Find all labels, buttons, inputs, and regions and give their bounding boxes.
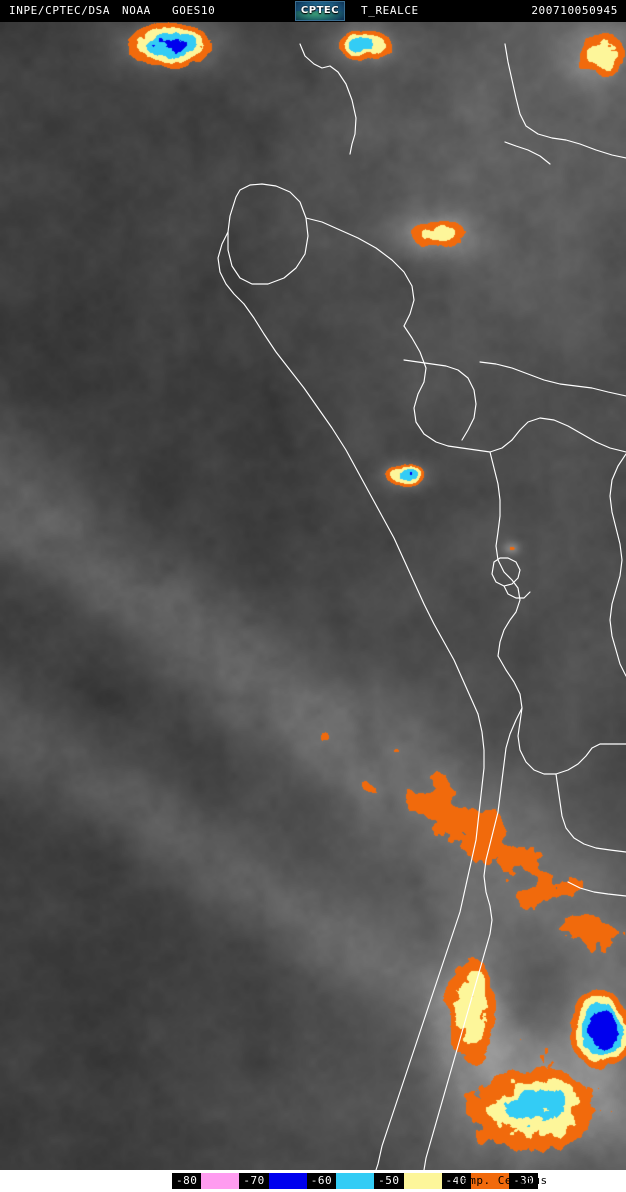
legend-label-3: -50 (374, 1173, 404, 1189)
coast-peru (243, 303, 479, 715)
temperature-color-legend: -80 -70 -60 -50 -40 -30 (172, 1173, 539, 1189)
lake-titicaca-south (503, 585, 531, 599)
border-acre (403, 359, 477, 441)
legend-swatch-blue (268, 1173, 307, 1189)
header-product-label: T_REALCE (361, 4, 419, 17)
coast-ecuador (217, 231, 245, 305)
country-borders-overlay (217, 43, 626, 1170)
infrared-imagery-canvas (0, 22, 626, 1170)
legend-label-0: -80 (172, 1173, 202, 1189)
border-chile-bolivia (497, 655, 626, 775)
border-colombia-north (299, 43, 357, 155)
border-bolivia-brazil-se (609, 453, 626, 677)
legend-swatch-cyan (336, 1173, 375, 1189)
border-brazil-interior (479, 361, 626, 397)
header-satellite-label: GOES10 (172, 4, 216, 17)
coast-chile (375, 713, 485, 1170)
legend-swatch-pink (201, 1173, 240, 1189)
legend-swatch-orange (470, 1173, 509, 1189)
border-peru-bolivia (489, 451, 521, 657)
border-bolivia-argentina (555, 773, 626, 853)
header-agency-label: NOAA (122, 4, 151, 17)
header-source-label: INPE/CPTEC/DSA (9, 4, 111, 17)
header-timestamp-label: 200710050945 (531, 4, 618, 17)
legend-label-5: -30 (508, 1173, 539, 1189)
header-bar: INPE/CPTEC/DSA NOAA GOES10 CPTEC T_REALC… (0, 0, 626, 22)
legend-swatch-yellow (403, 1173, 442, 1189)
lake-titicaca (491, 557, 521, 587)
satellite-image-panel (0, 22, 626, 1170)
border-brazil-bolivia-n (447, 417, 626, 453)
border-ecuador (227, 183, 309, 285)
cptec-logo-icon: CPTEC (295, 1, 345, 21)
border-peru-brazil (403, 325, 449, 447)
border-venezuela-guyana (504, 141, 551, 165)
legend-units-label: Temp. Celsius (455, 1174, 548, 1187)
cptec-logo-text: CPTEC (300, 5, 340, 16)
border-argentina-interior (567, 881, 626, 897)
legend-label-4: -40 (441, 1173, 471, 1189)
footer-bar: -80 -70 -60 -50 -40 -30 Temp. Celsius (0, 1170, 626, 1192)
border-chile-argentina (423, 707, 523, 1170)
legend-label-2: -60 (306, 1173, 337, 1189)
border-colombia-peru (305, 217, 415, 327)
border-venezuela (504, 43, 626, 159)
legend-label-1: -70 (239, 1173, 269, 1189)
